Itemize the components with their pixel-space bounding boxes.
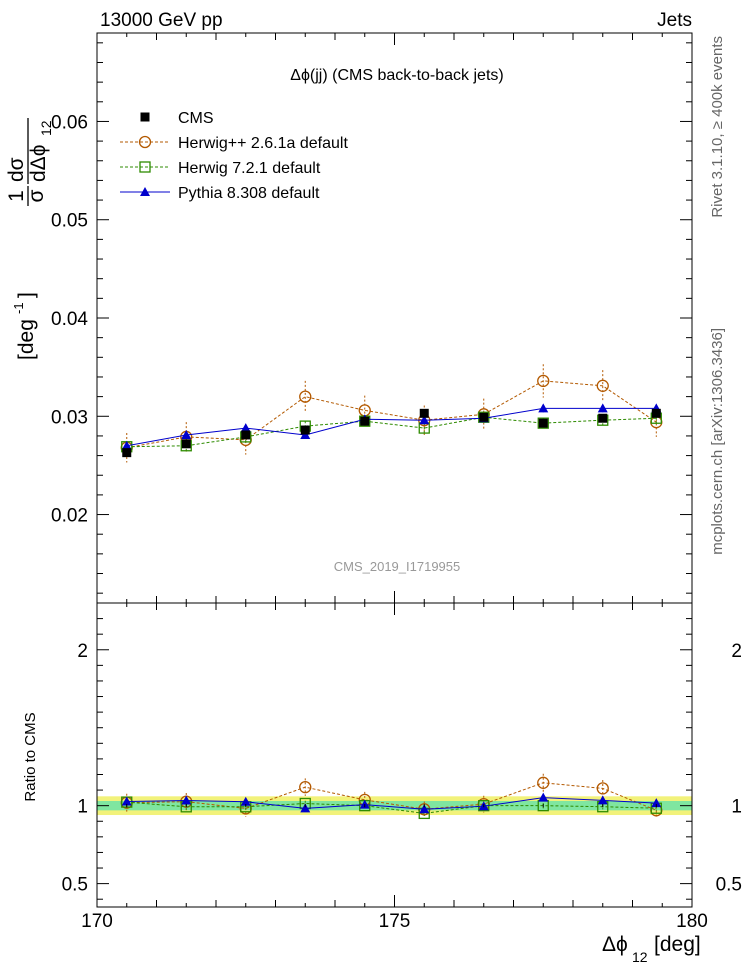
rivet-version-label: Rivet 3.1.10, ≥ 400k events bbox=[709, 36, 726, 218]
x-tick-label: 175 bbox=[379, 911, 411, 932]
main-series-layer bbox=[120, 364, 663, 463]
y-tick-label: 0.06 bbox=[51, 112, 88, 133]
chart-title: Δϕ(jj) (CMS back-to-back jets) bbox=[290, 67, 503, 84]
pythia-8-308-default-ratio-point bbox=[651, 798, 662, 808]
herwig-2-6-1a-default-ratio-point bbox=[299, 780, 312, 794]
pythia-8-308-default-point bbox=[181, 429, 192, 439]
y-tick-label: 0.02 bbox=[51, 506, 88, 527]
herwig-2-6-1a-default-point bbox=[596, 379, 609, 392]
y-title-sub: 12 bbox=[38, 120, 54, 136]
header-process: Jets bbox=[657, 10, 692, 31]
cms-point bbox=[651, 408, 661, 418]
ratio-panel-frame bbox=[96, 602, 693, 908]
ratio-tick-label-right: 1 bbox=[731, 797, 742, 818]
cms-point bbox=[419, 408, 429, 418]
herwig-2-6-1a-default-ratio-point bbox=[537, 776, 550, 789]
herwig-2-6-1a-default-point bbox=[299, 390, 312, 403]
legend-marker bbox=[140, 187, 150, 196]
ratio-tick-label-left: 2 bbox=[77, 641, 88, 662]
ratio-series-layer bbox=[120, 773, 663, 820]
cms-point bbox=[300, 425, 310, 435]
mcplots-label: mcplots.cern.ch [arXiv:1306.3436] bbox=[709, 328, 726, 555]
cms-point bbox=[598, 413, 608, 423]
pythia-8-308-default-point bbox=[597, 403, 608, 413]
pythia-8-308-default-ratio-point bbox=[121, 796, 132, 806]
y-title-dsigma: dσ bbox=[5, 157, 28, 182]
ratio-tick-label-right: 2 bbox=[731, 641, 742, 662]
pythia-8-308-default-ratio-point bbox=[300, 803, 311, 813]
legend-marker bbox=[138, 135, 152, 149]
pythia-8-308-default-ratio-point bbox=[538, 792, 549, 802]
x-title-symbol: Δϕ bbox=[602, 933, 628, 956]
header-energy: 13000 GeV pp bbox=[100, 10, 223, 31]
x-tick-label: 180 bbox=[676, 911, 708, 932]
herwig-7-2-1-default-line bbox=[126, 416, 657, 448]
analysis-watermark: CMS_2019_I1719955 bbox=[334, 559, 461, 574]
pythia-8-308-default-ratio-point bbox=[419, 804, 430, 814]
y-title-dphi: dΔϕ bbox=[27, 145, 50, 182]
pythia-8-308-default-point bbox=[121, 440, 132, 450]
herwig-2-6-1a-default-ratio-line bbox=[126, 782, 657, 811]
cms-point bbox=[181, 439, 191, 449]
y-tick-label: 0.05 bbox=[51, 211, 88, 232]
legend-label: Herwig 7.2.1 default bbox=[178, 160, 321, 177]
y-tick-label: 0.03 bbox=[51, 407, 88, 428]
y-title-exp: -1 bbox=[11, 302, 26, 314]
pythia-8-308-default-ratio-point bbox=[240, 796, 251, 806]
ratio-tick-label-left: 0.5 bbox=[62, 875, 88, 896]
cms-point bbox=[360, 416, 370, 426]
ratio-band-inner bbox=[97, 800, 692, 811]
ratio-tick-label-left: 1 bbox=[77, 797, 88, 818]
cms-point bbox=[122, 448, 132, 458]
y-title-den: σ bbox=[25, 189, 48, 202]
pythia-8-308-default-point bbox=[240, 423, 251, 433]
legend-label: CMS bbox=[178, 110, 214, 127]
x-title-unit: [deg] bbox=[654, 933, 701, 956]
x-tick-label: 170 bbox=[81, 911, 113, 932]
pythia-8-308-default-ratio-point bbox=[181, 795, 192, 805]
y-axis-title: 1 σ dσ dΔϕ 12 [deg -1 ] bbox=[5, 118, 54, 360]
herwig-7-2-1-default-point bbox=[537, 417, 549, 429]
ratio-tick-label-right: 0.5 bbox=[716, 875, 742, 896]
y-title-num: 1 bbox=[5, 190, 28, 202]
y-tick-label: 0.04 bbox=[51, 309, 88, 330]
legend-marker bbox=[139, 161, 151, 173]
pythia-8-308-default-ratio-point bbox=[597, 795, 608, 805]
cms-point bbox=[241, 430, 251, 440]
pythia-8-308-default-point bbox=[419, 415, 430, 425]
legend-marker bbox=[140, 112, 150, 122]
herwig-2-6-1a-default-ratio-point bbox=[596, 782, 609, 795]
pythia-8-308-default-ratio-line bbox=[126, 797, 657, 810]
cms-point bbox=[479, 412, 489, 422]
x-axis-title: Δϕ 12 [deg] bbox=[602, 933, 701, 965]
pythia-8-308-default-line bbox=[126, 407, 657, 447]
x-title-sub: 12 bbox=[632, 949, 648, 965]
ratio-axis-title: Ratio to CMS bbox=[22, 712, 39, 801]
legend-label: Pythia 8.308 default bbox=[178, 185, 320, 202]
herwig-2-6-1a-default-line bbox=[126, 380, 657, 449]
herwig-7-2-1-default-ratio-line bbox=[126, 801, 657, 814]
herwig-2-6-1a-default-point bbox=[537, 374, 550, 388]
legend-label: Herwig++ 2.6.1a default bbox=[178, 135, 348, 152]
y-title-close: ] bbox=[15, 292, 38, 298]
pythia-8-308-default-point bbox=[538, 403, 549, 413]
axis-ticks: 170 175 180 0.02 0.03 0.04 0.05 0.06 0.5 0.5 1 1 2 2 bbox=[51, 33, 742, 932]
cms-point bbox=[538, 418, 548, 428]
legend: CMS Herwig++ 2.6.1a default Herwig 7.2.1 d… bbox=[120, 110, 348, 202]
y-title-unit: [deg bbox=[15, 319, 38, 360]
